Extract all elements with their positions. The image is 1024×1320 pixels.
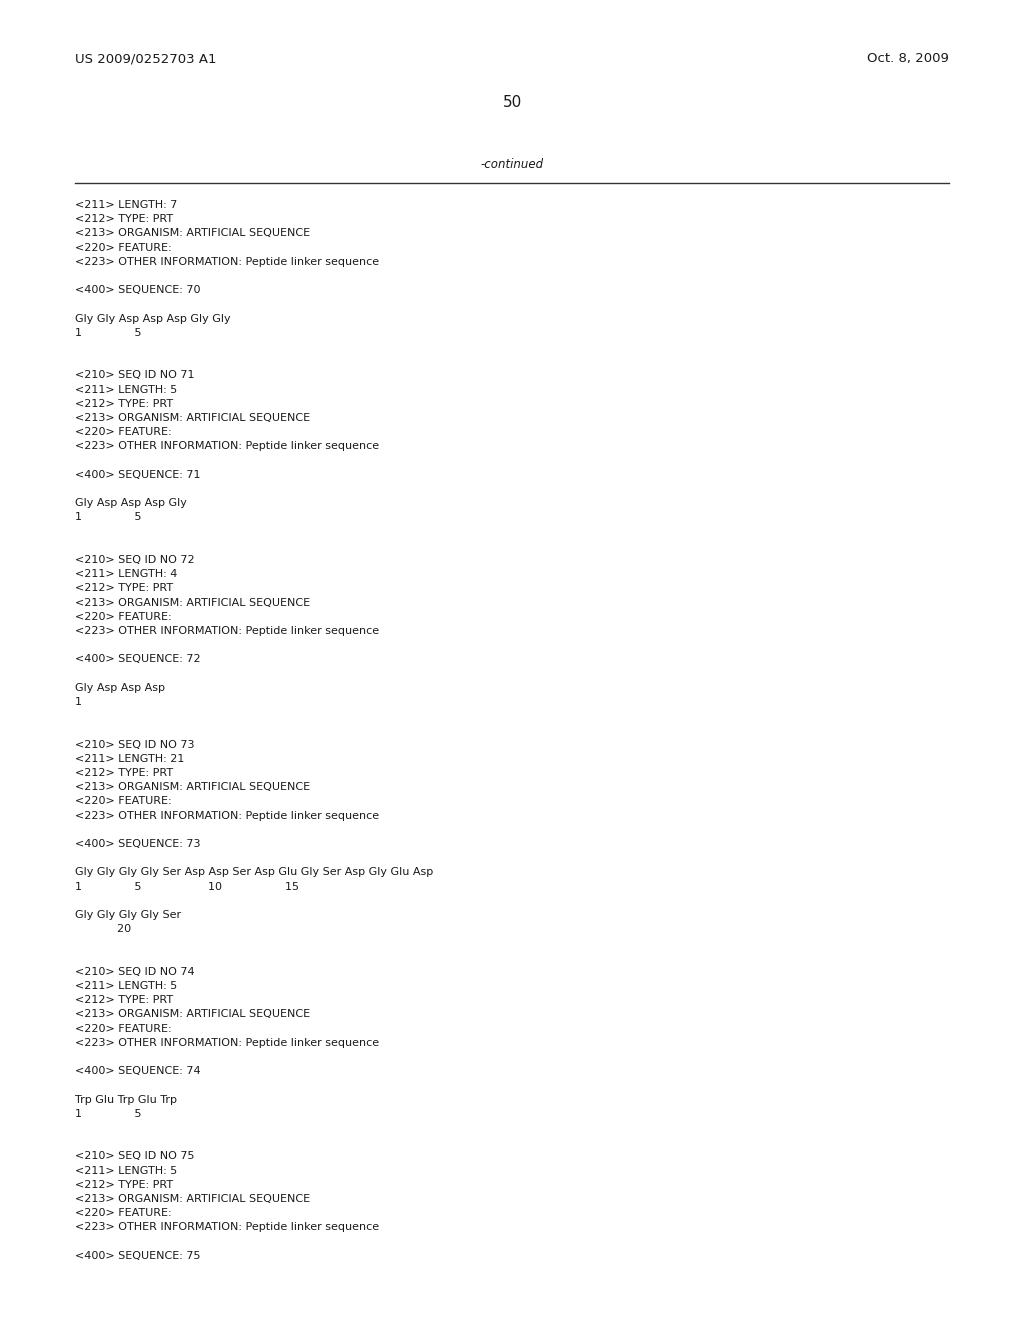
Text: <213> ORGANISM: ARTIFICIAL SEQUENCE: <213> ORGANISM: ARTIFICIAL SEQUENCE [75, 598, 310, 607]
Text: <211> LENGTH: 5: <211> LENGTH: 5 [75, 384, 177, 395]
Text: 1               5                   10                  15: 1 5 10 15 [75, 882, 299, 891]
Text: 1               5: 1 5 [75, 512, 141, 523]
Text: <210> SEQ ID NO 75: <210> SEQ ID NO 75 [75, 1151, 195, 1162]
Text: Trp Glu Trp Glu Trp: Trp Glu Trp Glu Trp [75, 1094, 177, 1105]
Text: <400> SEQUENCE: 72: <400> SEQUENCE: 72 [75, 655, 201, 664]
Text: <211> LENGTH: 4: <211> LENGTH: 4 [75, 569, 177, 579]
Text: Gly Asp Asp Asp: Gly Asp Asp Asp [75, 682, 165, 693]
Text: <220> FEATURE:: <220> FEATURE: [75, 1208, 172, 1218]
Text: <223> OTHER INFORMATION: Peptide linker sequence: <223> OTHER INFORMATION: Peptide linker … [75, 257, 379, 267]
Text: Gly Gly Gly Gly Ser: Gly Gly Gly Gly Ser [75, 909, 181, 920]
Text: <212> TYPE: PRT: <212> TYPE: PRT [75, 399, 173, 409]
Text: -continued: -continued [480, 158, 544, 172]
Text: <212> TYPE: PRT: <212> TYPE: PRT [75, 214, 173, 224]
Text: 1               5: 1 5 [75, 327, 141, 338]
Text: <220> FEATURE:: <220> FEATURE: [75, 1023, 172, 1034]
Text: <400> SEQUENCE: 73: <400> SEQUENCE: 73 [75, 840, 201, 849]
Text: <210> SEQ ID NO 73: <210> SEQ ID NO 73 [75, 739, 195, 750]
Text: <213> ORGANISM: ARTIFICIAL SEQUENCE: <213> ORGANISM: ARTIFICIAL SEQUENCE [75, 783, 310, 792]
Text: Gly Asp Asp Asp Gly: Gly Asp Asp Asp Gly [75, 498, 186, 508]
Text: <212> TYPE: PRT: <212> TYPE: PRT [75, 768, 173, 777]
Text: <213> ORGANISM: ARTIFICIAL SEQUENCE: <213> ORGANISM: ARTIFICIAL SEQUENCE [75, 1195, 310, 1204]
Text: <212> TYPE: PRT: <212> TYPE: PRT [75, 995, 173, 1006]
Text: <211> LENGTH: 21: <211> LENGTH: 21 [75, 754, 184, 764]
Text: <211> LENGTH: 5: <211> LENGTH: 5 [75, 981, 177, 991]
Text: <220> FEATURE:: <220> FEATURE: [75, 611, 172, 622]
Text: <223> OTHER INFORMATION: Peptide linker sequence: <223> OTHER INFORMATION: Peptide linker … [75, 1222, 379, 1233]
Text: <210> SEQ ID NO 74: <210> SEQ ID NO 74 [75, 966, 195, 977]
Text: <220> FEATURE:: <220> FEATURE: [75, 796, 172, 807]
Text: 1               5: 1 5 [75, 1109, 141, 1119]
Text: 50: 50 [503, 95, 521, 110]
Text: <212> TYPE: PRT: <212> TYPE: PRT [75, 583, 173, 594]
Text: <213> ORGANISM: ARTIFICIAL SEQUENCE: <213> ORGANISM: ARTIFICIAL SEQUENCE [75, 228, 310, 239]
Text: Gly Gly Asp Asp Asp Gly Gly: Gly Gly Asp Asp Asp Gly Gly [75, 314, 230, 323]
Text: <213> ORGANISM: ARTIFICIAL SEQUENCE: <213> ORGANISM: ARTIFICIAL SEQUENCE [75, 1010, 310, 1019]
Text: <211> LENGTH: 5: <211> LENGTH: 5 [75, 1166, 177, 1176]
Text: <400> SEQUENCE: 70: <400> SEQUENCE: 70 [75, 285, 201, 296]
Text: <220> FEATURE:: <220> FEATURE: [75, 243, 172, 252]
Text: 20: 20 [75, 924, 131, 935]
Text: <211> LENGTH: 7: <211> LENGTH: 7 [75, 201, 177, 210]
Text: <212> TYPE: PRT: <212> TYPE: PRT [75, 1180, 173, 1189]
Text: Oct. 8, 2009: Oct. 8, 2009 [867, 51, 949, 65]
Text: <210> SEQ ID NO 71: <210> SEQ ID NO 71 [75, 371, 195, 380]
Text: <210> SEQ ID NO 72: <210> SEQ ID NO 72 [75, 554, 195, 565]
Text: <220> FEATURE:: <220> FEATURE: [75, 428, 172, 437]
Text: <223> OTHER INFORMATION: Peptide linker sequence: <223> OTHER INFORMATION: Peptide linker … [75, 626, 379, 636]
Text: <400> SEQUENCE: 74: <400> SEQUENCE: 74 [75, 1067, 201, 1076]
Text: US 2009/0252703 A1: US 2009/0252703 A1 [75, 51, 216, 65]
Text: <400> SEQUENCE: 71: <400> SEQUENCE: 71 [75, 470, 201, 479]
Text: <400> SEQUENCE: 75: <400> SEQUENCE: 75 [75, 1251, 201, 1261]
Text: <223> OTHER INFORMATION: Peptide linker sequence: <223> OTHER INFORMATION: Peptide linker … [75, 810, 379, 821]
Text: <213> ORGANISM: ARTIFICIAL SEQUENCE: <213> ORGANISM: ARTIFICIAL SEQUENCE [75, 413, 310, 422]
Text: <223> OTHER INFORMATION: Peptide linker sequence: <223> OTHER INFORMATION: Peptide linker … [75, 441, 379, 451]
Text: 1: 1 [75, 697, 82, 708]
Text: <223> OTHER INFORMATION: Peptide linker sequence: <223> OTHER INFORMATION: Peptide linker … [75, 1038, 379, 1048]
Text: Gly Gly Gly Gly Ser Asp Asp Ser Asp Glu Gly Ser Asp Gly Glu Asp: Gly Gly Gly Gly Ser Asp Asp Ser Asp Glu … [75, 867, 433, 878]
